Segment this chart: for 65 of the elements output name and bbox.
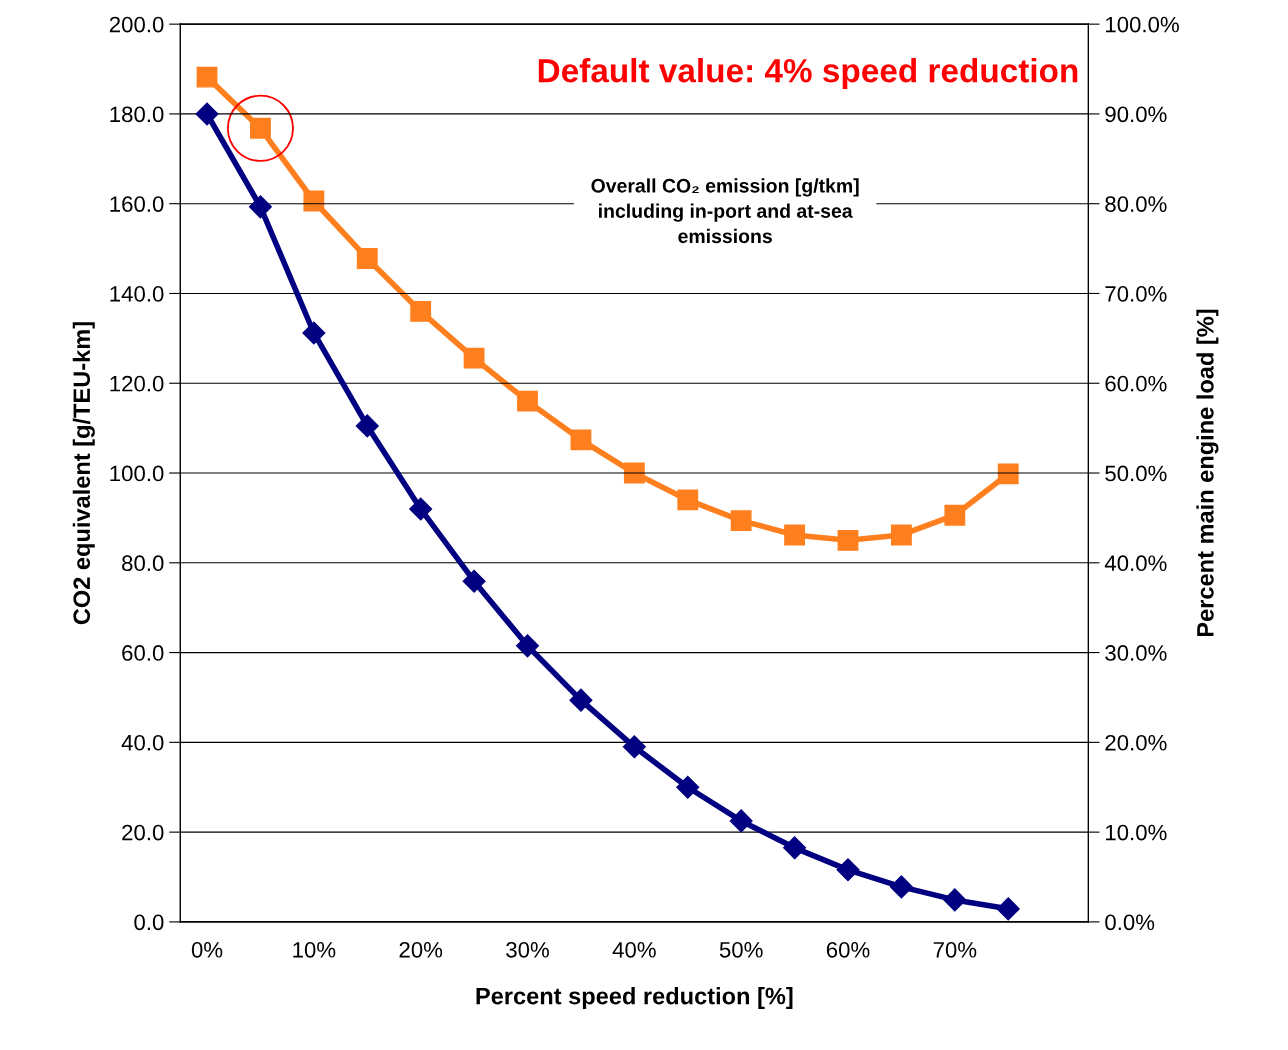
point xyxy=(516,634,540,658)
y-axis-title: CO2 equivalent [g/TEU-km] xyxy=(72,322,95,625)
point xyxy=(302,321,326,345)
x-tick-label: 10% xyxy=(293,941,336,958)
point xyxy=(944,504,966,526)
point xyxy=(837,529,859,551)
point xyxy=(226,94,294,162)
y2-tick-label: 70.0% xyxy=(1105,286,1167,302)
y2-tick-label: 60.0% xyxy=(1105,375,1167,392)
y-tick-label: 40.0 xyxy=(121,734,164,751)
y2-tick-label: 100.0% xyxy=(1106,16,1179,33)
annotation: Overall CO₂ emission [g/tkm] including in-port and at-sea emissions xyxy=(591,178,859,244)
point xyxy=(409,497,433,521)
point xyxy=(890,524,912,546)
x-tick-label: 0% xyxy=(191,941,223,958)
point xyxy=(677,489,699,511)
y-tick-label: 0.0 xyxy=(134,914,164,931)
y-tick-label: 80.0 xyxy=(122,555,164,572)
point xyxy=(622,735,646,759)
point xyxy=(303,190,325,212)
point xyxy=(996,897,1020,921)
point xyxy=(356,248,378,269)
point xyxy=(676,775,700,799)
point xyxy=(783,836,807,860)
point xyxy=(729,809,753,833)
point xyxy=(517,390,538,412)
point xyxy=(195,102,219,126)
y2-axis-title: Percent main engine load [%] xyxy=(1196,309,1219,637)
x-tick-label: 40% xyxy=(612,941,656,958)
y-tick-label: 120.0 xyxy=(110,375,164,392)
point xyxy=(943,888,967,912)
y2-tick-label: 90.0% xyxy=(1105,106,1167,123)
x-tick-label: 20% xyxy=(399,941,443,958)
point xyxy=(570,429,592,451)
point xyxy=(410,301,432,322)
y-tick-label: 200.0 xyxy=(109,16,164,33)
y2-tick-label: 30.0% xyxy=(1105,645,1167,661)
point xyxy=(248,195,272,219)
y2-tick-label: 40.0% xyxy=(1104,555,1167,572)
y2-tick-label: 20.0% xyxy=(1105,734,1167,751)
y-tick-label: 180.0 xyxy=(110,106,164,123)
x-axis-title: Percent speed reduction [%] xyxy=(476,987,793,1010)
y-tick-label: 60.0 xyxy=(122,645,164,661)
point xyxy=(462,569,486,593)
point xyxy=(889,875,913,899)
point xyxy=(569,688,593,712)
y2-tick-label: 10.0% xyxy=(1106,824,1167,841)
x-tick-label: 60% xyxy=(826,941,870,958)
point xyxy=(355,414,379,438)
point xyxy=(196,66,218,88)
x-tick-label: 70% xyxy=(933,941,977,958)
x-tick-label: 50% xyxy=(719,941,763,958)
point xyxy=(463,347,485,369)
y2-tick-label: 50.0% xyxy=(1105,465,1167,482)
y2-tick-label: 80.0% xyxy=(1105,196,1167,212)
y-tick-label: 140.0 xyxy=(110,286,164,302)
annotation: Default value: 4% speed reduction xyxy=(538,57,1078,90)
y2-tick-label: 0.0% xyxy=(1105,914,1155,931)
x-tick-label: 30% xyxy=(506,941,549,958)
y-tick-label: 100.0 xyxy=(110,465,164,482)
point xyxy=(836,858,860,882)
point xyxy=(784,524,805,546)
point xyxy=(730,510,752,532)
y-tick-label: 20.0 xyxy=(122,824,164,841)
y-tick-label: 160.0 xyxy=(110,196,164,212)
